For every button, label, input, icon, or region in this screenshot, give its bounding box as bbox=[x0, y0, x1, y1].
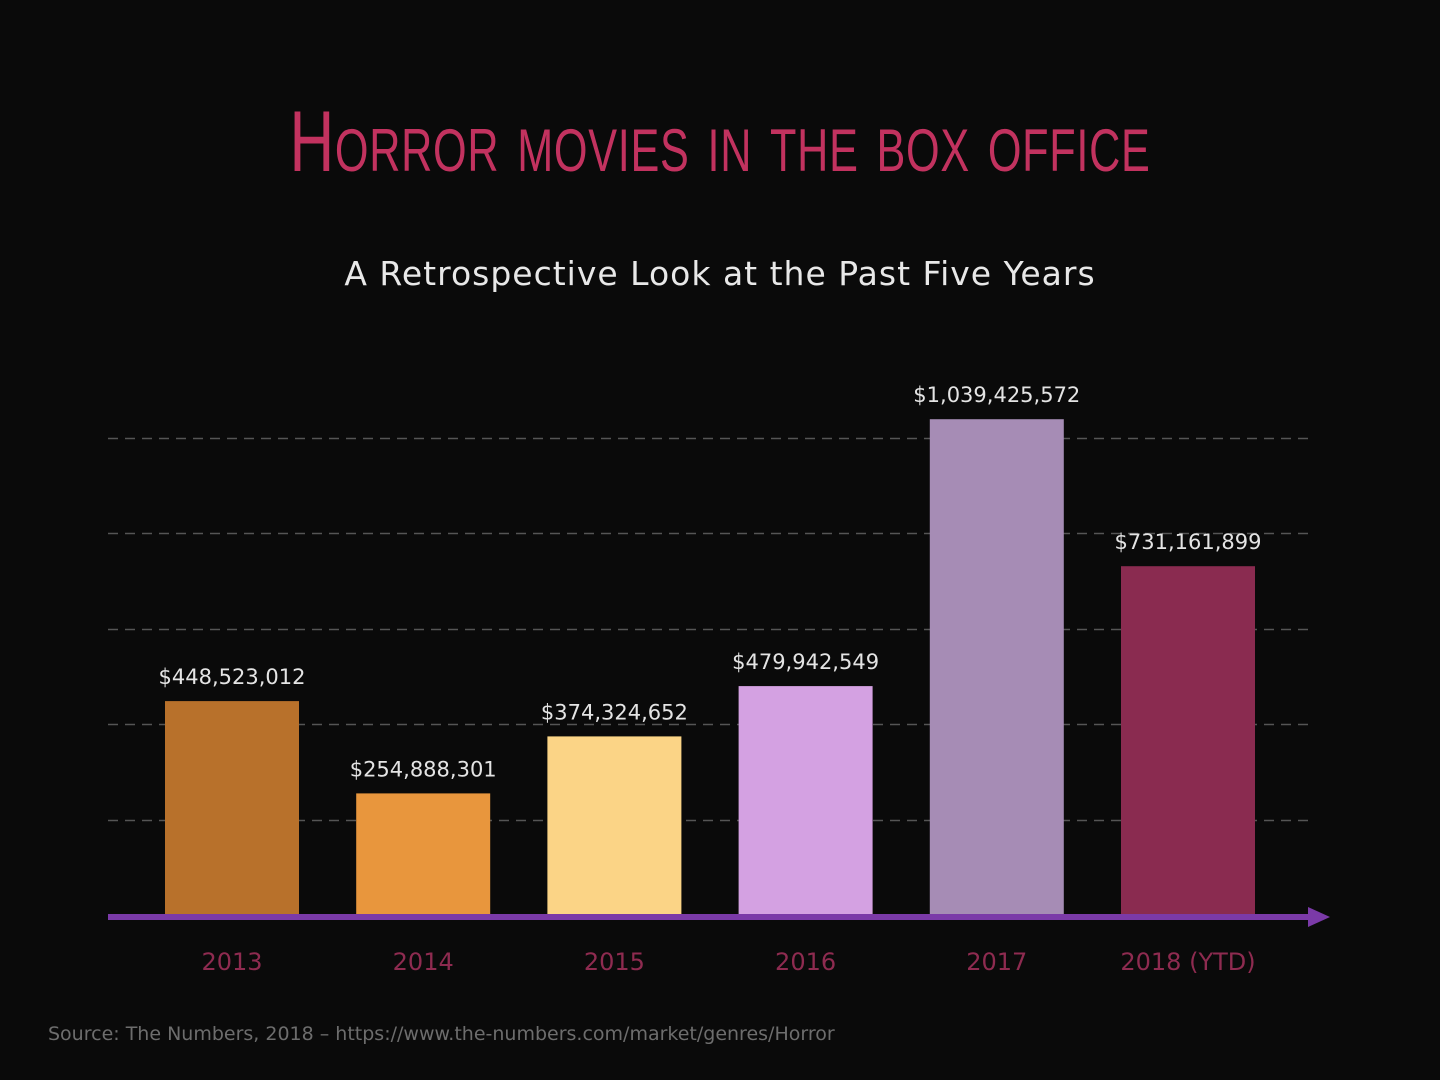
x-tick-label: 2013 bbox=[201, 948, 262, 976]
data-label: $479,942,549 bbox=[732, 650, 879, 674]
x-tick-label: 2014 bbox=[393, 948, 454, 976]
chart-subtitle: A Retrospective Look at the Past Five Ye… bbox=[344, 254, 1096, 293]
bar-2017 bbox=[929, 419, 1064, 915]
data-label: $374,324,652 bbox=[541, 700, 688, 724]
x-tick-label: 2015 bbox=[584, 948, 645, 976]
source-note: Source: The Numbers, 2018 – https://www.… bbox=[48, 1023, 835, 1045]
data-label: $254,888,301 bbox=[350, 757, 497, 781]
bar-2016 bbox=[738, 686, 873, 915]
value-labels: $448,523,012 $254,888,301 $374,324,652 $479… bbox=[159, 383, 1262, 781]
x-tick-label: 2017 bbox=[966, 948, 1027, 976]
gridlines bbox=[108, 437, 1312, 822]
bar-series bbox=[165, 419, 1255, 915]
data-label: $448,523,012 bbox=[159, 665, 306, 689]
bar-2015 bbox=[547, 736, 682, 915]
x-axis bbox=[108, 907, 1330, 927]
category-labels: 2013 2014 2015 2016 2017 2018 (YTD) bbox=[201, 948, 1255, 976]
bar-2014 bbox=[356, 793, 491, 915]
x-axis-arrow bbox=[1308, 907, 1330, 927]
x-tick-label: 2018 (YTD) bbox=[1120, 948, 1255, 976]
data-label: $731,161,899 bbox=[1115, 530, 1262, 554]
bar-2013 bbox=[165, 701, 299, 915]
data-label: $1,039,425,572 bbox=[913, 383, 1080, 407]
chart-title: Horror movies in the box office bbox=[289, 94, 1151, 190]
x-tick-label: 2016 bbox=[775, 948, 836, 976]
bar-2018-ytd bbox=[1121, 566, 1255, 915]
